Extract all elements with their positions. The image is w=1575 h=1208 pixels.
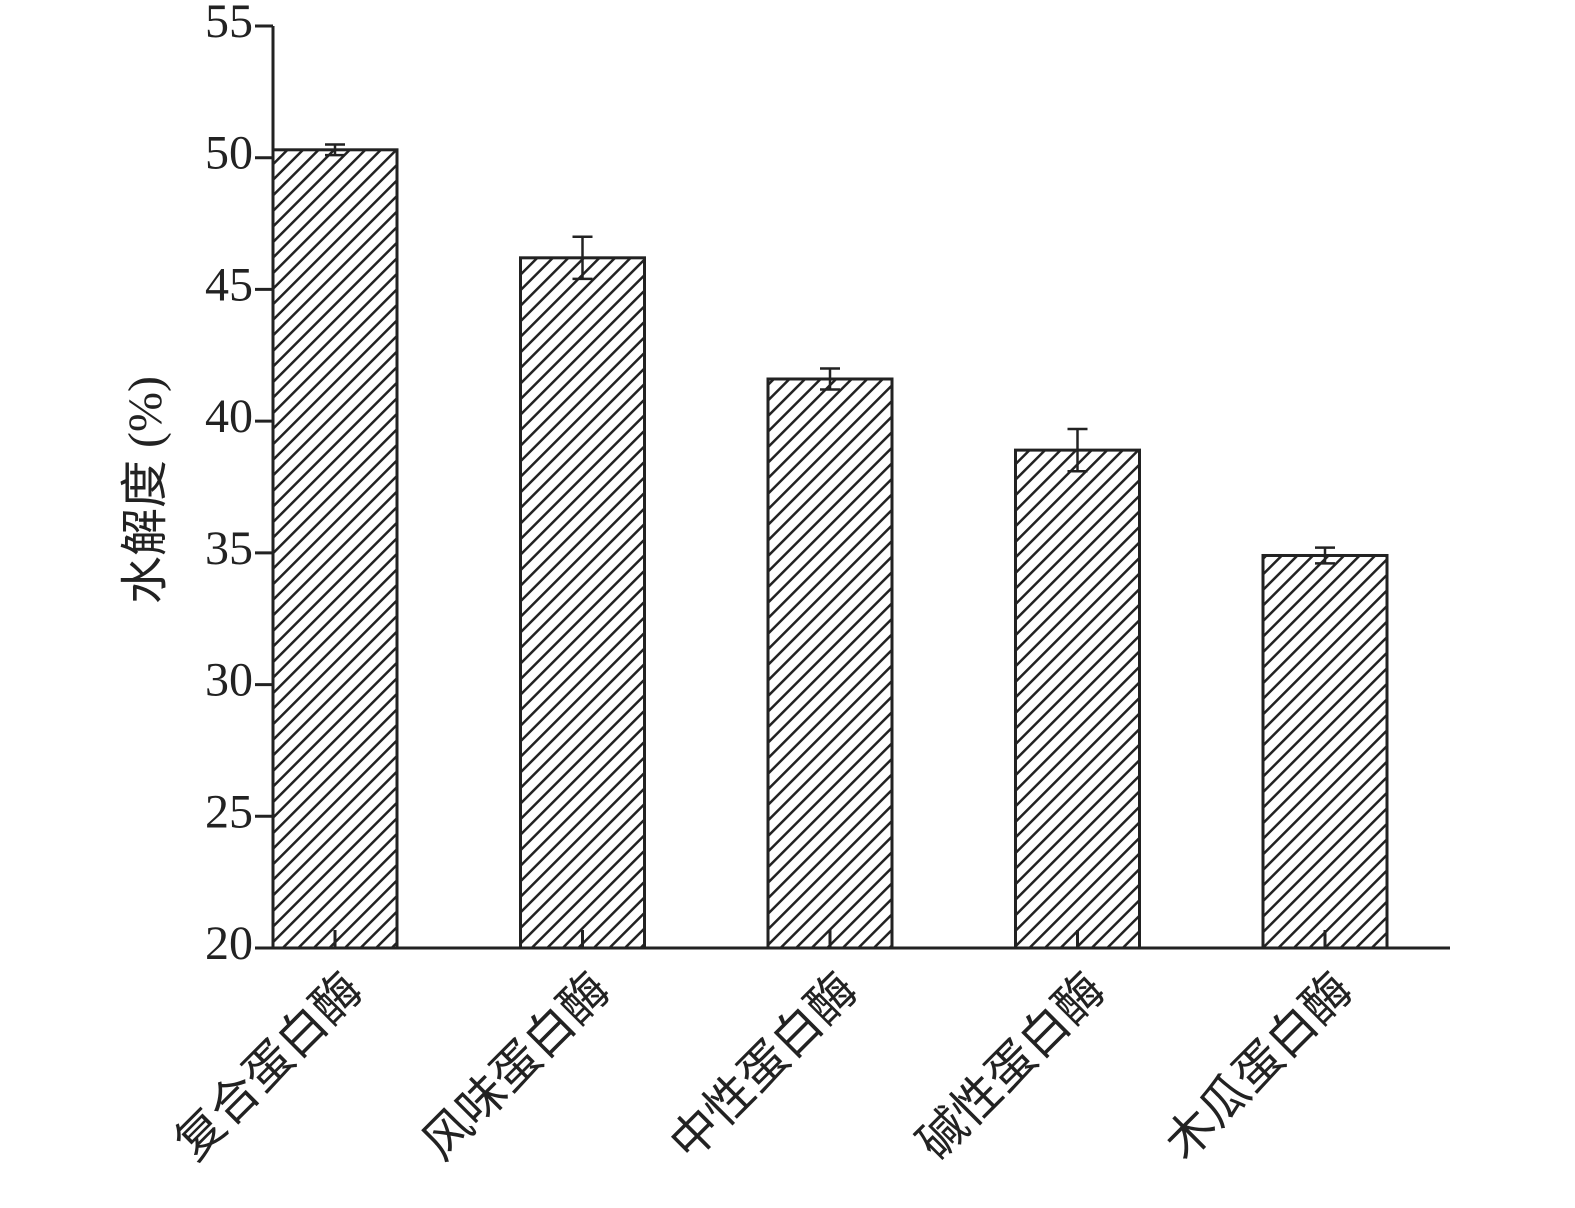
y-tick-label: 50 xyxy=(205,127,253,180)
x-tick-label: 风味蛋白酶 xyxy=(413,963,620,1170)
x-tick-label: 中性蛋白酶 xyxy=(660,963,867,1170)
y-tick-label: 35 xyxy=(205,522,253,575)
y-tick-label: 45 xyxy=(205,258,253,311)
bar xyxy=(271,148,399,950)
bar xyxy=(766,377,894,950)
y-axis-label: 水解度 (%) xyxy=(119,376,172,604)
bar xyxy=(519,256,646,950)
x-tick-label: 复合蛋白酶 xyxy=(165,963,372,1170)
y-tick-label: 20 xyxy=(205,917,253,970)
bar xyxy=(1014,448,1141,950)
bar xyxy=(1261,553,1389,950)
x-tick-label: 木瓜蛋白酶 xyxy=(1155,963,1362,1170)
y-tick-label: 55 xyxy=(205,0,253,48)
y-tick-label: 40 xyxy=(205,390,253,443)
y-tick-label: 30 xyxy=(205,654,253,707)
x-tick-label: 碱性蛋白酶 xyxy=(908,963,1115,1170)
y-tick-label: 25 xyxy=(205,785,253,838)
